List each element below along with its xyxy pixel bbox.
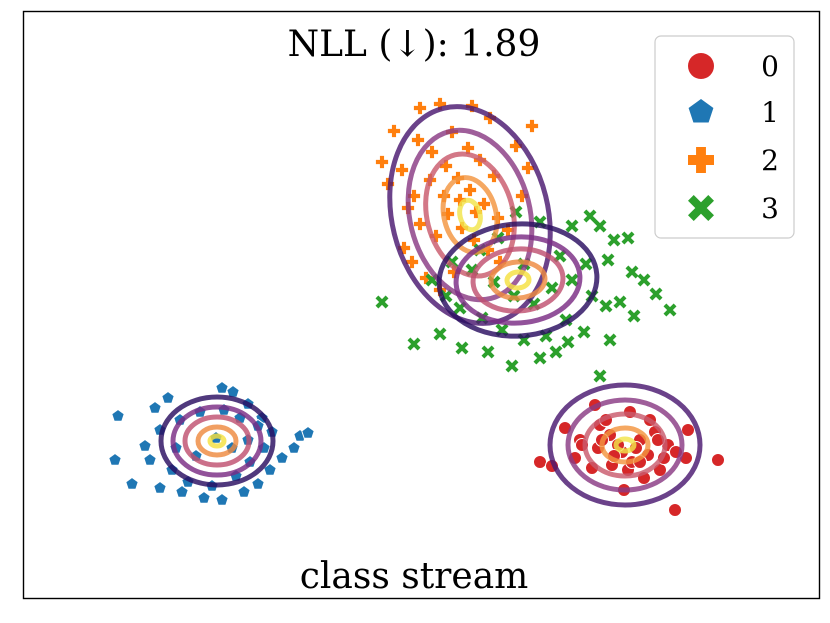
data-point-class-3 bbox=[593, 219, 607, 233]
data-point-class-1 bbox=[275, 450, 289, 464]
density-contour-class-1 bbox=[207, 433, 227, 449]
data-point-class-3 bbox=[407, 337, 421, 351]
data-point-class-1 bbox=[197, 490, 211, 504]
data-point-class-3 bbox=[627, 309, 641, 323]
data-point-class-3 bbox=[625, 265, 639, 279]
data-point-class-1 bbox=[143, 452, 157, 466]
legend-box bbox=[654, 35, 795, 239]
data-point-class-3 bbox=[579, 257, 593, 271]
density-contour-class-3 bbox=[470, 246, 566, 314]
density-contour-class-1 bbox=[182, 414, 252, 468]
data-point-class-3 bbox=[375, 295, 389, 309]
data-point-class-1 bbox=[215, 380, 229, 394]
density-contour-class-0 bbox=[547, 382, 703, 508]
data-point-class-3 bbox=[455, 341, 469, 355]
data-point-class-2 bbox=[525, 119, 539, 133]
density-contour-class-2 bbox=[423, 151, 517, 279]
data-point-class-1 bbox=[148, 400, 162, 414]
legend-label-2: 2 bbox=[761, 144, 779, 177]
data-point-class-1 bbox=[301, 425, 315, 439]
density-contour-class-2 bbox=[457, 197, 483, 233]
density-contour-class-3 bbox=[504, 269, 532, 291]
density-contour-class-0 bbox=[582, 411, 668, 479]
data-point-class-1 bbox=[161, 390, 175, 404]
data-point-class-1 bbox=[175, 484, 189, 498]
legend-marker-1 bbox=[688, 99, 714, 123]
density-contour-class-1 bbox=[170, 404, 264, 478]
data-point-class-2 bbox=[463, 183, 477, 197]
data-point-class-0 bbox=[711, 453, 725, 467]
density-contour-class-1 bbox=[195, 424, 239, 458]
data-point-class-2 bbox=[375, 155, 389, 169]
data-point-class-3 bbox=[603, 333, 617, 347]
density-contour-class-3 bbox=[488, 259, 548, 301]
data-point-class-3 bbox=[601, 253, 615, 267]
data-point-class-3 bbox=[565, 219, 579, 233]
data-point-class-3 bbox=[481, 345, 495, 359]
legend-label-3: 3 bbox=[761, 192, 779, 225]
data-point-class-3 bbox=[649, 287, 663, 301]
legend-marker-2 bbox=[688, 147, 714, 173]
legend: 0 1 2 3 bbox=[654, 35, 795, 239]
density-contour-class-0 bbox=[599, 425, 651, 465]
data-point-class-3 bbox=[621, 231, 635, 245]
density-contour-class-0 bbox=[565, 397, 685, 493]
density-contour-class-1 bbox=[158, 394, 276, 488]
density-contour-class-3 bbox=[436, 221, 600, 339]
data-point-class-1 bbox=[215, 492, 229, 506]
data-point-class-2 bbox=[477, 197, 491, 211]
data-point-class-1 bbox=[237, 484, 251, 498]
density-contour-class-3 bbox=[453, 234, 583, 326]
data-point-class-3 bbox=[549, 345, 563, 359]
data-point-class-2 bbox=[411, 133, 425, 147]
data-point-class-1 bbox=[111, 408, 125, 422]
data-point-class-3 bbox=[433, 327, 447, 341]
data-point-class-1 bbox=[251, 476, 265, 490]
data-point-class-3 bbox=[583, 209, 597, 223]
legend-marker-3 bbox=[688, 195, 714, 221]
legend-marker-0 bbox=[688, 53, 714, 79]
data-point-class-3 bbox=[593, 369, 607, 383]
data-point-class-0 bbox=[668, 503, 682, 517]
data-point-class-1 bbox=[153, 480, 167, 494]
density-contour-class-2 bbox=[440, 175, 500, 255]
data-point-class-3 bbox=[505, 359, 519, 373]
data-point-class-3 bbox=[607, 233, 621, 247]
density-contour-class-0 bbox=[613, 436, 637, 454]
data-point-class-2 bbox=[413, 217, 427, 231]
data-point-class-3 bbox=[577, 325, 591, 339]
chart-title: NLL (↓): 1.89 bbox=[288, 24, 541, 65]
data-point-class-1 bbox=[108, 452, 122, 466]
data-point-class-2 bbox=[413, 101, 427, 115]
density-contours bbox=[158, 104, 703, 508]
data-point-class-3 bbox=[613, 295, 627, 309]
data-point-class-3 bbox=[533, 351, 547, 365]
data-point-class-1 bbox=[287, 440, 301, 454]
data-point-class-3 bbox=[545, 281, 559, 295]
x-axis-label: class stream bbox=[300, 556, 529, 597]
data-point-class-3 bbox=[599, 299, 613, 313]
data-point-class-3 bbox=[663, 303, 677, 317]
data-point-class-0 bbox=[533, 455, 547, 469]
data-point-class-3 bbox=[561, 335, 575, 349]
data-point-class-3 bbox=[637, 273, 651, 287]
data-point-class-1 bbox=[125, 476, 139, 490]
data-point-class-0 bbox=[681, 423, 695, 437]
legend-label-1: 1 bbox=[761, 96, 779, 129]
data-point-class-3 bbox=[565, 273, 579, 287]
legend-label-0: 0 bbox=[761, 50, 779, 83]
data-point-class-1 bbox=[138, 438, 152, 452]
density-contour-class-2 bbox=[405, 127, 535, 303]
data-point-class-2 bbox=[521, 161, 535, 175]
data-point-class-2 bbox=[387, 124, 401, 138]
